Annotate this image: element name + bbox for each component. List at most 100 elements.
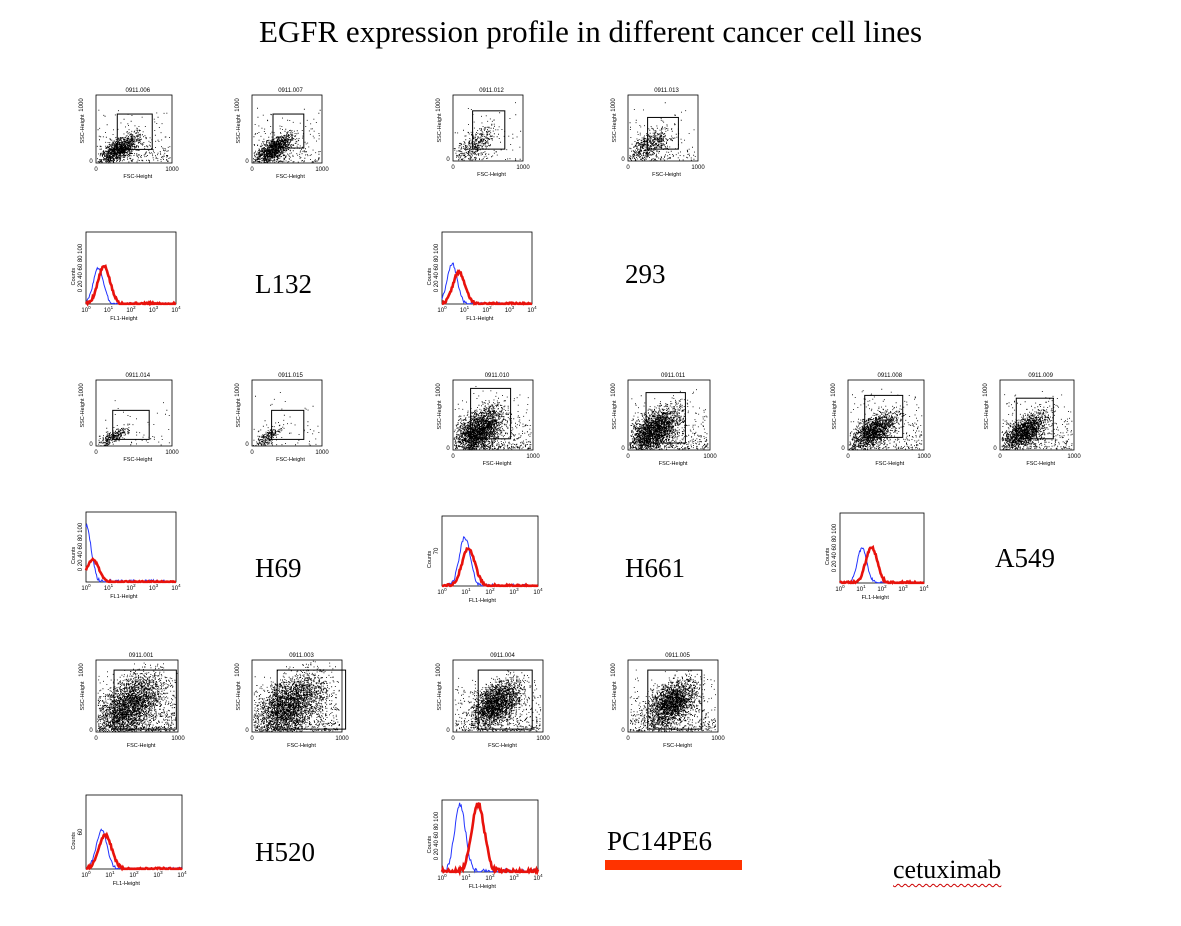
scatter-dots: [97, 662, 178, 733]
scatter-file-id: 0911.010: [485, 373, 510, 379]
gate-rectangle: [1015, 397, 1054, 440]
scatter-y-tick: 0: [446, 157, 450, 163]
figure-title: EGFR expression profile in different can…: [258, 14, 923, 49]
scatter-y-tick: 1000: [235, 663, 241, 677]
scatter-y-tick: 0: [245, 442, 249, 448]
histogram-x-tick: 100: [81, 583, 91, 592]
gate-rectangle: [477, 669, 533, 730]
scatter-file-id: 0911.015: [278, 373, 303, 379]
scatter-file-id: 0911.014: [126, 373, 151, 379]
histogram-y-label: Counts: [71, 832, 77, 850]
scatter-y-tick: 1000: [235, 98, 241, 112]
scatter-x-label: FSC-Height: [287, 743, 316, 749]
scatter-dots: [1001, 391, 1073, 451]
histogram-frame: [85, 511, 177, 583]
scatter-x-label: FSC-Height: [276, 457, 305, 463]
gate-rectangle: [272, 113, 305, 149]
histogram-x-label: FL1-Height: [110, 594, 138, 600]
histogram-x-label: FL1-Height: [113, 881, 141, 887]
scatter-x-label: FSC-Height: [127, 743, 156, 749]
gate-rectangle: [647, 669, 703, 730]
histogram-y-ticks: 70: [434, 547, 440, 554]
scatter-y-tick: 0: [993, 446, 997, 452]
egfr-staining-curve: [838, 544, 925, 585]
scatter-y-tick: 1000: [611, 98, 617, 112]
scatter-dots: [453, 386, 532, 451]
histogram-x-tick: 100: [437, 305, 447, 314]
scatter-file-id: 0911.001: [129, 653, 154, 659]
scatter-x-label: FSC-Height: [483, 461, 512, 467]
scatter-y-label: SSC-Height: [832, 400, 838, 430]
scatter-plot-a549-1: 0911.008 FSC-Height 0 1000 0 1000 SSC-Height: [831, 373, 931, 467]
cell-line-label-h661: H661: [625, 553, 685, 583]
scatter-x-tick: 0: [626, 454, 630, 460]
histogram-x-tick: 101: [105, 870, 115, 879]
gate-rectangle: [470, 387, 512, 440]
antibody-label: cetuximab: [893, 855, 1002, 884]
histogram-x-tick: 103: [509, 873, 519, 882]
scatter-y-tick: 0: [446, 446, 450, 452]
scatter-file-id: 0911.005: [665, 653, 690, 659]
scatter-file-id: 0911.007: [278, 88, 303, 94]
histogram-y-label: Counts: [71, 268, 77, 286]
histogram-y-ticks: 60: [78, 828, 84, 835]
histogram-y-ticks: 0 20 40 60 80 100: [434, 243, 440, 292]
scatter-x-tick: 1000: [171, 736, 185, 742]
histogram-x-tick: 101: [461, 873, 471, 882]
histogram-frame: [441, 231, 533, 305]
histogram-x-label: FL1-Height: [862, 595, 890, 601]
scatter-y-tick: 1000: [79, 98, 85, 112]
scatter-y-tick: 1000: [983, 383, 989, 397]
scatter-x-tick: 0: [998, 454, 1002, 460]
scatter-x-tick: 1000: [165, 167, 179, 173]
scatter-x-tick: 1000: [711, 736, 725, 742]
scatter-x-tick: 0: [451, 736, 455, 742]
scatter-y-tick: 0: [89, 159, 93, 165]
scatter-y-label: SSC-Height: [236, 398, 242, 428]
scatter-frame: [452, 659, 544, 733]
scatter-x-tick: 0: [451, 454, 455, 460]
scatter-y-tick: 1000: [831, 383, 837, 397]
histogram-frame: [441, 515, 539, 587]
gate-rectangle: [645, 392, 686, 444]
scatter-plot-pc14pe6-2: 0911.005 FSC-Height 0 1000 0 1000 SSC-Height: [611, 653, 725, 749]
scatter-dots: [252, 392, 320, 446]
scatter-dots: [628, 389, 709, 450]
scatter-x-tick: 1000: [536, 736, 550, 742]
histogram-x-tick: 102: [126, 305, 136, 314]
histogram-x-tick: 104: [533, 873, 543, 882]
scatter-file-id: 0911.004: [490, 653, 515, 659]
histogram-x-tick: 103: [149, 305, 159, 314]
scatter-file-id: 0911.006: [126, 88, 151, 94]
scatter-dots: [453, 102, 522, 162]
scatter-y-label: SSC-Height: [236, 681, 242, 711]
histogram-y-label: Counts: [71, 546, 77, 564]
scatter-x-label: FSC-Height: [488, 743, 517, 749]
scatter-y-tick: 0: [621, 446, 625, 452]
histogram-pc14pe6: 100 101 102 103 104 FL1-Height 0 20 40 60 80 1…: [427, 799, 543, 890]
gate-rectangle: [113, 669, 177, 730]
scatter-y-label: SSC-Height: [437, 681, 443, 711]
histogram-x-tick: 100: [81, 305, 91, 314]
scatter-x-tick: 0: [94, 736, 98, 742]
scatter-plot-h661-1: 0911.010 FSC-Height 0 1000 0 1000 SSC-Height: [436, 373, 540, 467]
histogram-y-ticks: 0 20 40 60 80 100: [78, 522, 84, 571]
histogram-x-tick: 101: [104, 305, 114, 314]
scatter-y-tick: 0: [89, 442, 93, 448]
histogram-x-tick: 102: [877, 584, 887, 593]
scatter-y-tick: 1000: [436, 383, 442, 397]
scatter-x-label: FSC-Height: [875, 461, 904, 467]
scatter-y-tick: 0: [446, 728, 450, 734]
scatter-dots: [848, 388, 923, 451]
scatter-x-label: FSC-Height: [652, 172, 681, 178]
scatter-plot-pc14pe6-1: 0911.004 FSC-Height 0 1000 0 1000 SSC-Height: [436, 653, 550, 749]
scatter-y-tick: 1000: [611, 663, 617, 677]
scatter-x-label: FSC-Height: [276, 174, 305, 180]
histogram-frame: [85, 231, 177, 305]
egfr-staining-curve: [442, 546, 539, 588]
histogram-x-tick: 103: [153, 870, 163, 879]
histogram-frame: [839, 512, 925, 584]
